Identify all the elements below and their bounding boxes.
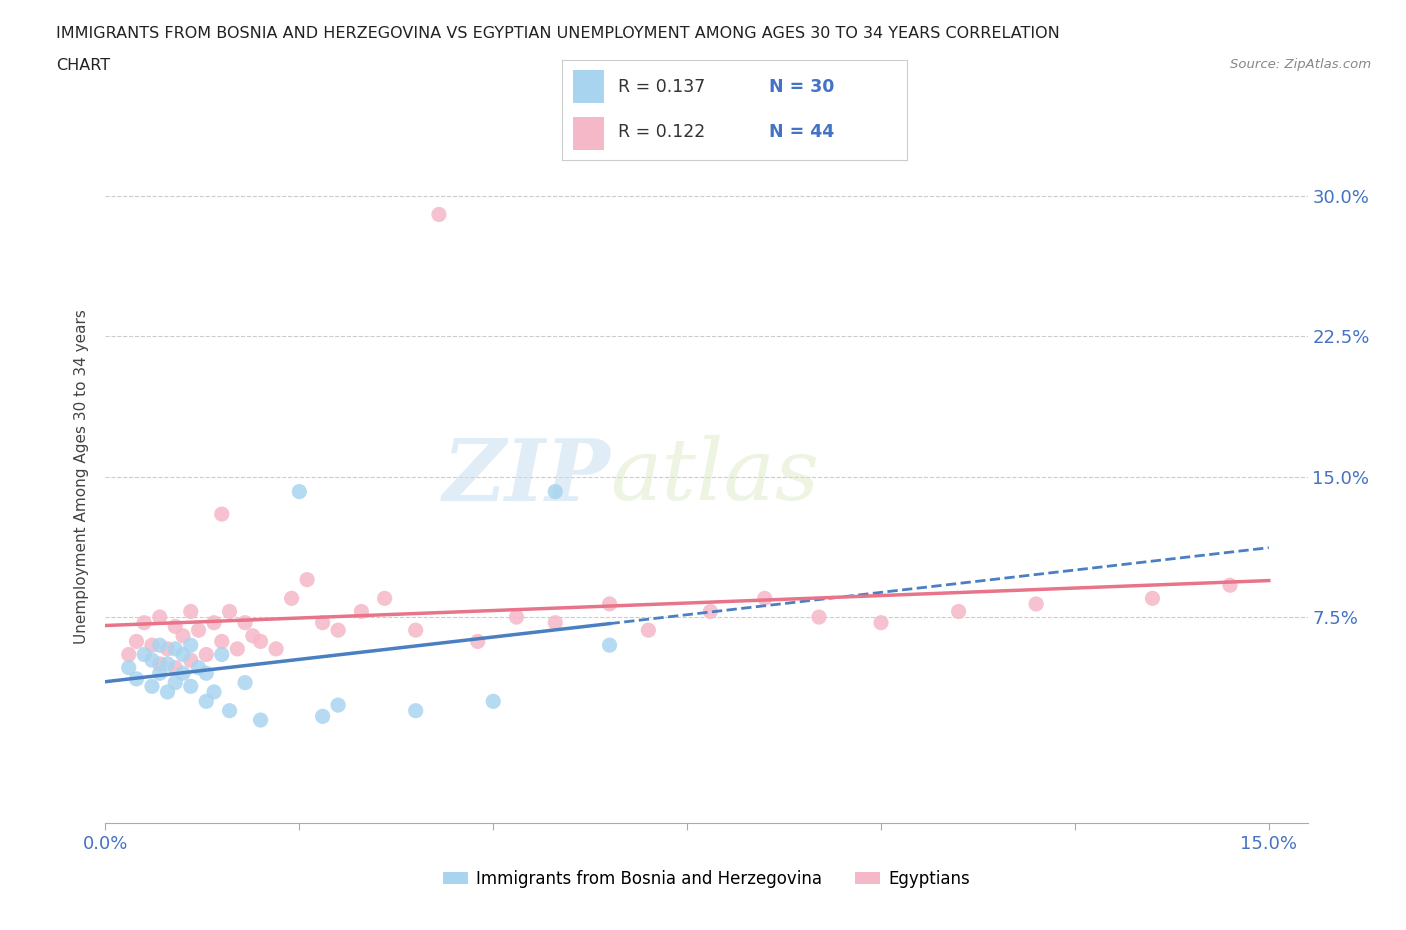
Point: [118, 660, 141, 675]
Point: [141, 653, 163, 668]
Point: [505, 610, 527, 625]
Point: [242, 629, 264, 644]
Point: [1219, 578, 1241, 592]
Point: [226, 642, 249, 657]
Point: [218, 703, 240, 718]
Point: [405, 703, 427, 718]
Text: ZIP: ZIP: [443, 435, 610, 518]
Point: [350, 604, 373, 618]
Point: [311, 616, 333, 631]
Point: [637, 623, 659, 638]
Point: [211, 507, 233, 522]
Text: IMMIGRANTS FROM BOSNIA AND HERZEGOVINA VS EGYPTIAN UNEMPLOYMENT AMONG AGES 30 TO: IMMIGRANTS FROM BOSNIA AND HERZEGOVINA V…: [56, 26, 1060, 41]
Text: R = 0.137: R = 0.137: [617, 77, 704, 96]
Point: [326, 623, 349, 638]
Point: [218, 604, 240, 618]
Point: [156, 657, 179, 671]
Point: [195, 647, 218, 662]
Point: [202, 616, 225, 631]
Point: [544, 485, 567, 499]
Point: [202, 684, 225, 699]
Point: [165, 642, 187, 657]
Point: [156, 642, 179, 657]
Point: [599, 596, 621, 611]
Bar: [572, 117, 603, 150]
Point: [1025, 596, 1047, 611]
Point: [1142, 591, 1164, 605]
Point: [405, 623, 427, 638]
Point: [172, 666, 194, 681]
Text: R = 0.122: R = 0.122: [617, 123, 704, 140]
Point: [870, 616, 893, 631]
Point: [754, 591, 776, 605]
Text: N = 44: N = 44: [769, 123, 834, 140]
Point: [807, 610, 830, 625]
Point: [233, 616, 256, 631]
Text: Source: ZipAtlas.com: Source: ZipAtlas.com: [1230, 58, 1371, 71]
Point: [165, 619, 187, 634]
Point: [482, 694, 505, 709]
Point: [149, 657, 172, 671]
Legend: Immigrants from Bosnia and Herzegovina, Egyptians: Immigrants from Bosnia and Herzegovina, …: [436, 863, 977, 895]
Point: [172, 629, 194, 644]
Y-axis label: Unemployment Among Ages 30 to 34 years: Unemployment Among Ages 30 to 34 years: [75, 309, 90, 644]
Point: [149, 638, 172, 653]
Point: [249, 634, 271, 649]
Text: N = 30: N = 30: [769, 77, 834, 96]
Point: [311, 709, 333, 724]
Point: [264, 642, 287, 657]
Point: [374, 591, 396, 605]
Point: [172, 647, 194, 662]
Point: [195, 694, 218, 709]
Point: [427, 207, 450, 222]
Point: [599, 638, 621, 653]
Point: [180, 653, 202, 668]
Point: [180, 604, 202, 618]
Point: [180, 679, 202, 694]
Point: [187, 623, 209, 638]
Point: [288, 485, 311, 499]
Point: [211, 634, 233, 649]
Bar: [572, 70, 603, 102]
Point: [699, 604, 721, 618]
Point: [187, 660, 209, 675]
Point: [165, 675, 187, 690]
Point: [141, 638, 163, 653]
Point: [165, 660, 187, 675]
Point: [156, 684, 179, 699]
Point: [948, 604, 970, 618]
Point: [149, 610, 172, 625]
Point: [233, 675, 256, 690]
Point: [125, 634, 148, 649]
Point: [134, 647, 156, 662]
Point: [544, 616, 567, 631]
Point: [180, 638, 202, 653]
Point: [141, 679, 163, 694]
Point: [295, 572, 318, 587]
Point: [467, 634, 489, 649]
Point: [326, 698, 349, 712]
Point: [149, 666, 172, 681]
Point: [125, 671, 148, 686]
Text: CHART: CHART: [56, 58, 110, 73]
Point: [249, 712, 271, 727]
Point: [118, 647, 141, 662]
Point: [280, 591, 302, 605]
Point: [134, 616, 156, 631]
Point: [195, 666, 218, 681]
Point: [211, 647, 233, 662]
Text: atlas: atlas: [610, 435, 820, 518]
